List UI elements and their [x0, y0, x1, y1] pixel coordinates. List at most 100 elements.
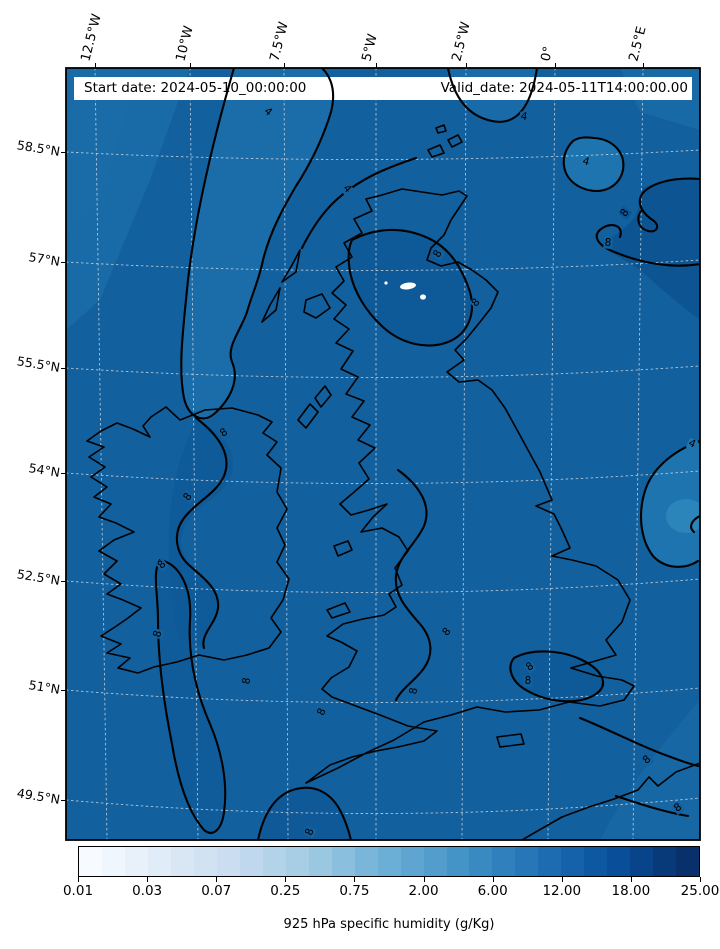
colorbar-segment — [354, 847, 378, 876]
title-strip-background — [74, 77, 692, 100]
contour-level-label: 8 — [407, 685, 421, 697]
contour-8-north-sea-lower — [595, 224, 700, 267]
top-axis-tick — [376, 63, 377, 68]
colorbar-tick — [147, 877, 149, 882]
colorbar-tick — [354, 877, 356, 882]
valid-date-text: Valid_date: 2024-05-11T14:00:00.00 — [440, 80, 688, 96]
coast-skye — [303, 293, 331, 319]
colorbar-tick-label: 25.00 — [680, 883, 720, 899]
contour-8-channel-u — [256, 786, 353, 840]
coast-ireland — [86, 406, 290, 674]
colorbar-segment — [446, 847, 470, 876]
contour-level-label: 8 — [603, 236, 613, 250]
colorbar-tick-label: 0.75 — [339, 883, 370, 899]
contour-8-highlands — [347, 228, 473, 347]
colorbar-tick-label: 0.25 — [270, 883, 301, 899]
contour-8-england-wales — [394, 468, 432, 702]
left-axis-tick — [61, 262, 66, 263]
coast-great-britain — [305, 188, 635, 784]
contour-8-se-england — [509, 650, 605, 703]
top-axis-tick — [466, 63, 467, 68]
missing-data-spots — [384, 281, 426, 300]
coast-france — [521, 762, 700, 840]
coast-orkney — [427, 124, 463, 158]
top-axis-tick — [95, 63, 96, 68]
left-axis-tick — [61, 581, 66, 582]
top-axis-tick — [643, 63, 644, 68]
colorbar-tick-label: 2.00 — [408, 883, 439, 899]
colorbar-segment — [584, 847, 608, 876]
colorbar-segment — [469, 847, 493, 876]
contour-4-nw-atlantic — [180, 68, 335, 420]
coast-islay-jura — [297, 385, 332, 429]
colorbar-segment — [170, 847, 194, 876]
colorbar-segment — [331, 847, 355, 876]
colorbar-tick — [423, 877, 425, 882]
colorbar-segment — [515, 847, 539, 876]
left-axis-tick — [61, 368, 66, 369]
colorbar-segment — [561, 847, 585, 876]
left-axis-tick — [61, 690, 66, 691]
colorbar-tick — [630, 877, 632, 882]
colorbar-segment — [239, 847, 263, 876]
left-axis-tick — [61, 473, 66, 474]
graticule — [66, 68, 700, 840]
colorbar-tick — [700, 877, 701, 882]
colorbar-tick-label: 6.00 — [477, 883, 508, 899]
colorbar-tick-label: 0.03 — [132, 883, 163, 899]
colorbar-segment — [216, 847, 240, 876]
colorbar-tick — [216, 877, 218, 882]
colorbar-segment — [377, 847, 401, 876]
colorbar-segment — [630, 847, 654, 876]
contour-level-label: 4 — [518, 110, 530, 124]
top-axis-tick — [284, 63, 285, 68]
contour-8-north-sea-upper — [637, 177, 700, 233]
colorbar-tick-label: 0.01 — [62, 883, 94, 899]
colorbar-segment — [124, 847, 148, 876]
contour-4-top-center — [446, 68, 539, 123]
contour-4-right-edge — [640, 439, 700, 568]
colorbar-tick — [492, 877, 494, 882]
contour-8-channel-france-1 — [578, 716, 700, 768]
colorbar — [78, 846, 700, 877]
start-date-text: Start date: 2024-05-10_00:00:00 — [84, 80, 307, 96]
coast-hebrides — [261, 249, 301, 323]
contour-8-channel-france-2 — [614, 794, 690, 818]
contour-2-right-edge-curl — [690, 514, 700, 534]
colorbar-segment — [676, 847, 700, 876]
colorbar-segment — [492, 847, 516, 876]
colorbar-segment — [147, 847, 171, 876]
colorbar-tick-label: 12.00 — [542, 883, 582, 899]
colorbar-segment — [101, 847, 125, 876]
colorbar-tick — [78, 877, 79, 882]
top-axis-tick — [190, 63, 191, 68]
top-axis-tick — [555, 63, 556, 68]
colorbar-segment — [538, 847, 562, 876]
contour-level-label: 8 — [240, 675, 254, 687]
left-axis-tick — [61, 800, 66, 801]
contour-8-ireland — [175, 416, 228, 650]
coast-isle-of-wight — [496, 733, 525, 748]
colorbar-segment — [308, 847, 332, 876]
contour-level-label: 8 — [523, 674, 533, 687]
colorbar-segment — [193, 847, 217, 876]
colorbar-tick-label: 0.07 — [201, 883, 232, 899]
colorbar-tick-label: 18.00 — [611, 883, 651, 899]
contour-4-north-sea-loop — [562, 136, 625, 193]
contour-8-atlantic-oval — [154, 558, 227, 834]
colorbar-segment — [79, 847, 102, 876]
coast-isle-of-man — [333, 540, 353, 557]
colorbar-caption: 925 hPa specific humidity (g/Kg) — [283, 917, 495, 932]
contour-lines — [154, 68, 700, 840]
colorbar-segment — [653, 847, 677, 876]
map-frame — [65, 67, 701, 841]
colorbar-tick — [561, 877, 563, 882]
colorbar-segment — [607, 847, 631, 876]
left-axis-tick — [61, 152, 66, 153]
colorbar-tick — [285, 877, 287, 882]
colorbar-segment — [262, 847, 286, 876]
colorbar-segment — [285, 847, 309, 876]
coastlines — [86, 124, 700, 840]
